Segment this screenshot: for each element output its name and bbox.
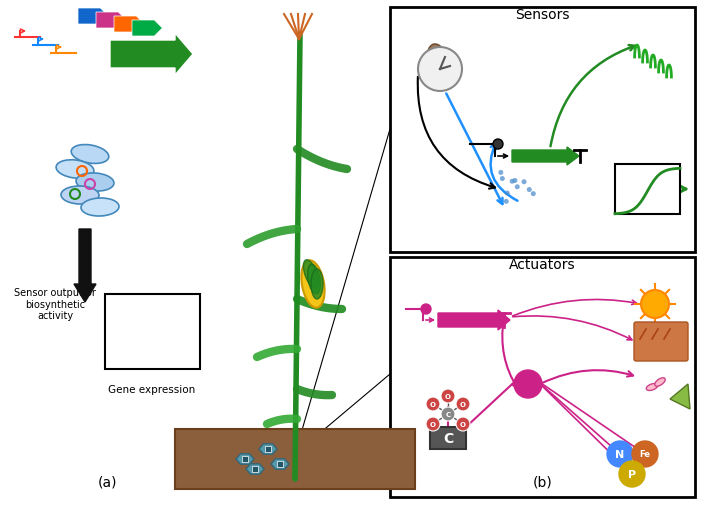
Polygon shape <box>114 17 144 33</box>
FancyBboxPatch shape <box>390 258 695 497</box>
Ellipse shape <box>646 384 658 391</box>
Circle shape <box>421 305 431 315</box>
Text: N: N <box>615 449 625 459</box>
Polygon shape <box>236 454 254 464</box>
FancyArrow shape <box>512 147 579 166</box>
Ellipse shape <box>311 270 323 299</box>
Text: Gene expression: Gene expression <box>109 384 196 394</box>
Circle shape <box>426 397 440 411</box>
Circle shape <box>493 140 503 149</box>
Circle shape <box>456 417 470 431</box>
Text: O: O <box>460 421 466 427</box>
Circle shape <box>632 441 658 467</box>
Circle shape <box>619 461 645 487</box>
Polygon shape <box>670 384 690 409</box>
Circle shape <box>505 191 510 196</box>
Polygon shape <box>78 9 109 25</box>
Circle shape <box>531 192 536 197</box>
Circle shape <box>522 180 526 185</box>
FancyBboxPatch shape <box>390 8 695 252</box>
FancyArrow shape <box>110 34 193 76</box>
Text: C: C <box>443 431 453 445</box>
Circle shape <box>441 407 455 421</box>
Polygon shape <box>132 21 163 37</box>
Polygon shape <box>271 459 289 469</box>
Text: (a): (a) <box>97 475 117 489</box>
FancyBboxPatch shape <box>634 322 688 361</box>
Circle shape <box>526 188 532 193</box>
Ellipse shape <box>308 265 320 294</box>
Text: Actuators: Actuators <box>509 258 576 272</box>
Text: Sensor output or
biosynthetic
activity: Sensor output or biosynthetic activity <box>14 287 96 321</box>
Text: O: O <box>445 393 451 399</box>
Bar <box>175 429 415 489</box>
Bar <box>252 466 258 472</box>
Polygon shape <box>246 464 264 474</box>
Circle shape <box>418 48 462 92</box>
Bar <box>105 294 200 369</box>
Text: O: O <box>430 401 436 407</box>
FancyArrow shape <box>74 230 96 302</box>
Polygon shape <box>259 444 277 454</box>
Bar <box>265 446 271 452</box>
Bar <box>430 427 466 449</box>
FancyArrow shape <box>438 311 510 330</box>
Bar <box>615 165 680 215</box>
Ellipse shape <box>304 260 319 289</box>
Ellipse shape <box>56 161 94 179</box>
Text: Fe: Fe <box>639 449 651 459</box>
Circle shape <box>498 171 503 176</box>
Ellipse shape <box>72 145 109 164</box>
Polygon shape <box>96 13 126 29</box>
Ellipse shape <box>76 174 114 192</box>
Ellipse shape <box>81 198 119 217</box>
Circle shape <box>514 370 542 398</box>
Circle shape <box>510 179 515 184</box>
Text: O: O <box>460 401 466 407</box>
Bar <box>242 456 248 462</box>
Ellipse shape <box>301 261 325 308</box>
Circle shape <box>515 185 519 190</box>
Ellipse shape <box>61 187 99 205</box>
Circle shape <box>456 397 470 411</box>
Circle shape <box>426 417 440 431</box>
Text: Sensors: Sensors <box>515 8 570 22</box>
Circle shape <box>512 179 517 184</box>
Text: P: P <box>628 469 636 479</box>
Circle shape <box>500 177 505 182</box>
Ellipse shape <box>428 45 449 79</box>
Bar <box>277 461 283 467</box>
Text: (b): (b) <box>533 475 553 489</box>
Text: C: C <box>445 411 451 417</box>
Circle shape <box>641 290 669 318</box>
Circle shape <box>607 441 633 467</box>
Circle shape <box>441 389 455 403</box>
Ellipse shape <box>655 378 665 386</box>
Text: O: O <box>430 421 436 427</box>
Circle shape <box>504 199 509 205</box>
